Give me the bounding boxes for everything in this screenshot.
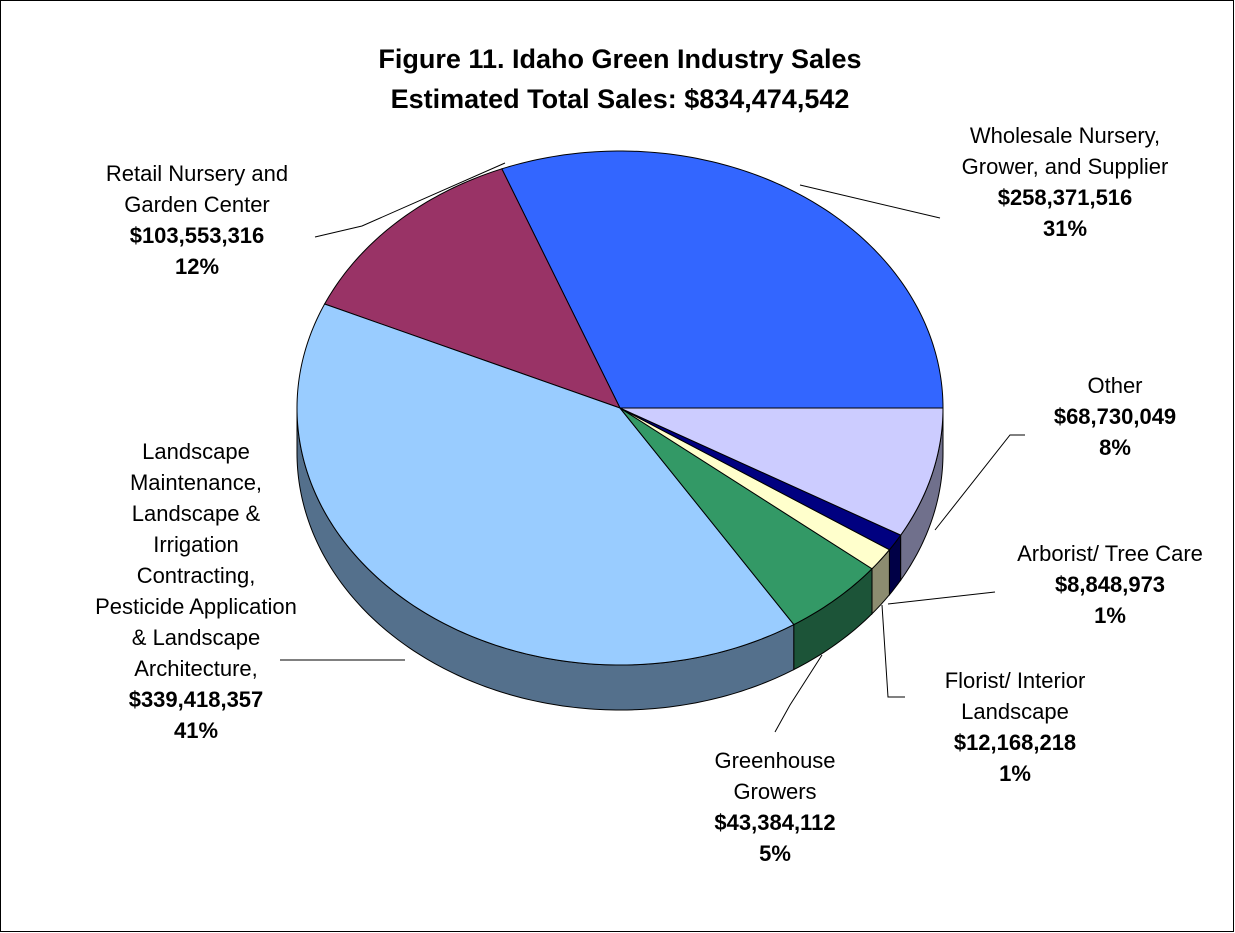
slice-label: Florist/ Interior Landscape $12,168,218 1% <box>920 665 1110 789</box>
category-name: Florist/ Interior Landscape <box>944 668 1086 724</box>
value-label: $12,168,218 <box>953 730 1077 755</box>
value-label: $68,730,049 <box>1053 404 1177 429</box>
category-name: Retail Nursery and Garden Center <box>105 161 289 217</box>
slice <box>619 407 891 570</box>
percent-label: 8% <box>1099 435 1131 460</box>
slice-label: Other $68,730,049 8% <box>1015 370 1215 463</box>
slice <box>501 150 944 409</box>
percent-label: 41% <box>173 718 219 743</box>
leader-line <box>774 654 823 733</box>
leader-line <box>881 604 905 698</box>
category-name: Wholesale Nursery, Grower, and Supplier <box>961 123 1169 179</box>
category-name: Arborist/ Tree Care <box>1017 541 1203 566</box>
slice <box>296 303 795 666</box>
percent-label: 12% <box>174 254 220 279</box>
chart-title: Figure 11. Idaho Green Industry Sales <box>378 44 861 74</box>
category-name: Landscape Maintenance, Landscape & Irrig… <box>95 439 297 681</box>
slice-label: Arborist/ Tree Care $8,848,973 1% <box>980 538 1235 631</box>
slice <box>323 168 621 409</box>
value-label: $258,371,516 <box>997 185 1133 210</box>
leader-line <box>887 591 996 605</box>
percent-label: 31% <box>1042 216 1088 241</box>
category-name: Greenhouse Growers <box>714 748 836 804</box>
chart-subtitle: Estimated Total Sales: $834,474,542 <box>391 84 850 114</box>
slice-label: Retail Nursery and Garden Center $103,553… <box>72 158 322 282</box>
slice-label: Greenhouse Growers $43,384,112 5% <box>685 745 865 869</box>
leader-line <box>934 434 1025 531</box>
percent-label: 5% <box>759 841 791 866</box>
value-label: $8,848,973 <box>1054 572 1166 597</box>
slice <box>619 407 873 626</box>
slice <box>619 407 944 536</box>
slice-label: Landscape Maintenance, Landscape & Irrig… <box>91 436 301 746</box>
percent-label: 1% <box>1094 603 1126 628</box>
leader-line <box>314 162 506 238</box>
category-name: Other <box>1087 373 1143 398</box>
pie <box>296 150 944 711</box>
percent-label: 1% <box>999 761 1031 786</box>
value-label: $43,384,112 <box>714 810 836 835</box>
leader-lines <box>280 162 1025 733</box>
value-label: $103,553,316 <box>129 223 265 248</box>
value-label: $339,418,357 <box>128 687 264 712</box>
leader-line <box>799 184 941 219</box>
slice-label: Wholesale Nursery, Grower, and Supplier $… <box>955 120 1175 244</box>
